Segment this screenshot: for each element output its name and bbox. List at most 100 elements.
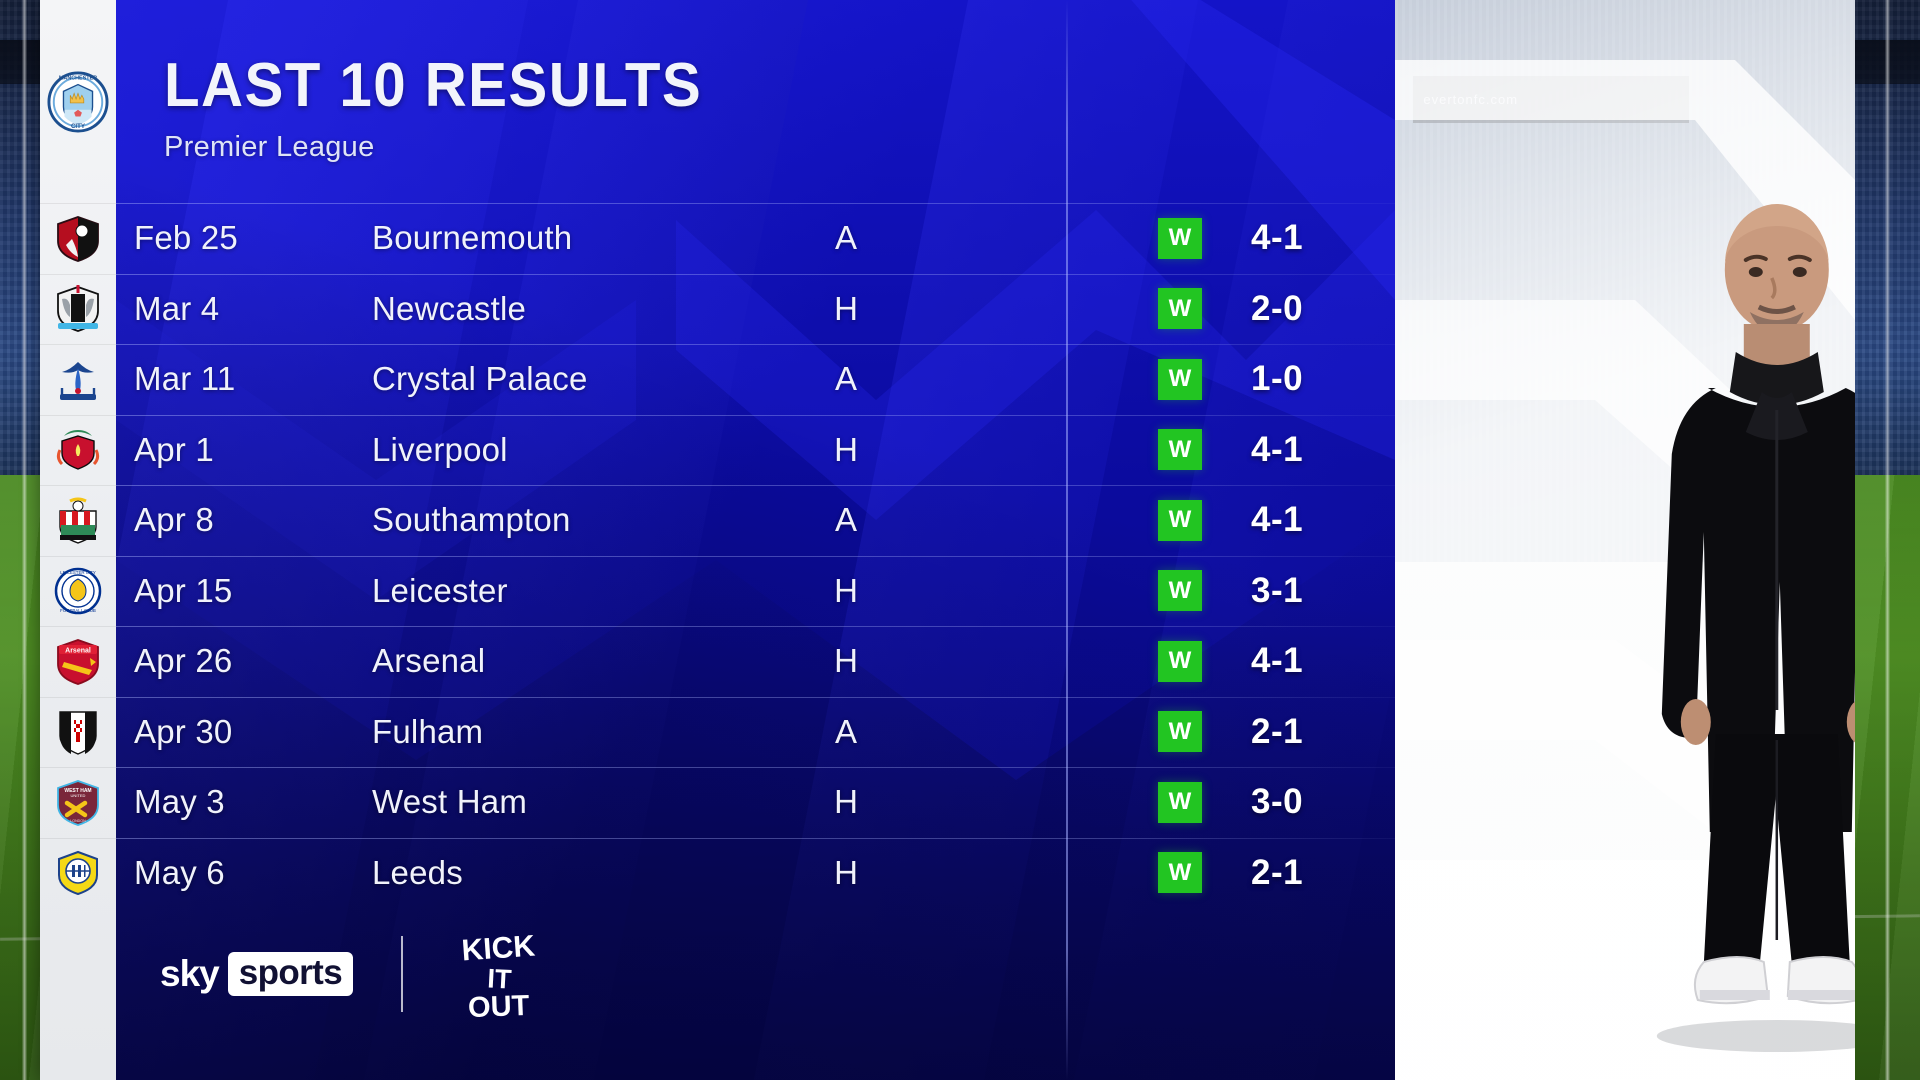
- row-score: 2-1: [1251, 711, 1304, 751]
- result-badge-win: W: [1158, 852, 1202, 894]
- row-venue: H: [834, 853, 858, 891]
- crest-fulham: [40, 696, 116, 768]
- row-separator: [116, 485, 1395, 486]
- result-badge-win: W: [1158, 288, 1202, 330]
- row-separator: [116, 273, 1395, 275]
- row-date: Mar 11: [134, 360, 236, 398]
- row-venue: H: [834, 783, 858, 821]
- row-separator: [116, 344, 1395, 345]
- page-subtitle: Premier League: [164, 131, 375, 163]
- row-separator: [116, 414, 1395, 416]
- row-result: W: [1158, 203, 1202, 274]
- result-badge-win: W: [1158, 570, 1202, 612]
- manager-photo-panel: evertonfc.com: [1395, 0, 1855, 1080]
- row-score: 3-0: [1251, 782, 1304, 822]
- kick-it-out-logo: KICK IT OUT: [451, 926, 547, 1024]
- table-row[interactable]: Apr 15 Leicester H W 3-1: [116, 555, 1395, 627]
- table-row[interactable]: May 6 Leeds H W 2-1: [116, 837, 1395, 909]
- row-opponent: Leicester: [372, 571, 508, 609]
- table-row[interactable]: Apr 1 Liverpool H W 4-1: [116, 414, 1395, 486]
- svg-text:FOOTBALL CLUB: FOOTBALL CLUB: [60, 608, 96, 613]
- column-divider: [1066, 0, 1068, 1080]
- row-date: Mar 4: [134, 289, 220, 327]
- row-score: 1-0: [1251, 359, 1304, 399]
- crest-crystal-palace: [40, 344, 116, 415]
- row-score: 4-1: [1251, 218, 1304, 258]
- sports-word: sports: [227, 951, 354, 997]
- crest-leicester: LEICESTER CITY FOOTBALL CLUB: [40, 555, 116, 627]
- table-row[interactable]: Feb 25 Bournemouth A W 4-1: [116, 203, 1395, 274]
- row-date: Apr 15: [134, 571, 233, 609]
- row-score: 4-1: [1251, 641, 1304, 681]
- table-row[interactable]: Apr 26 Arsenal H W 4-1: [116, 626, 1395, 697]
- row-date: Apr 26: [134, 642, 233, 680]
- crest-liverpool: [40, 414, 116, 486]
- table-row[interactable]: Apr 30 Fulham A W 2-1: [116, 696, 1395, 768]
- results-table: Feb 25 Bournemouth A W 4-1 Mar 4 Newcastle H W 2-…: [116, 203, 1395, 908]
- row-separator: [116, 696, 1395, 698]
- row-venue: A: [834, 712, 857, 750]
- crest-leeds: [40, 837, 116, 909]
- row-opponent: Newcastle: [372, 289, 527, 327]
- row-separator: [116, 837, 1395, 839]
- manager-cutout: [1656, 204, 1855, 1052]
- row-score: 3-1: [1251, 570, 1304, 610]
- result-badge-win: W: [1158, 781, 1202, 823]
- svg-text:Arsenal: Arsenal: [65, 647, 91, 654]
- result-badge-win: W: [1158, 711, 1202, 753]
- kio-line2: IT: [487, 963, 513, 994]
- page-title: LAST 10 RESULTS: [164, 51, 703, 120]
- svg-text:MANCHESTER: MANCHESTER: [59, 75, 97, 81]
- result-badge-win: W: [1158, 640, 1202, 682]
- row-opponent: Fulham: [372, 712, 484, 750]
- kio-line3: OUT: [468, 990, 531, 1022]
- svg-text:LONDON: LONDON: [70, 819, 86, 823]
- kio-line1: KICK: [461, 929, 537, 967]
- row-opponent: Leeds: [372, 853, 463, 891]
- row-score: 2-0: [1251, 288, 1304, 328]
- table-row[interactable]: Mar 11 Crystal Palace A W 1-0: [116, 344, 1395, 415]
- crest-arsenal: Arsenal: [40, 626, 116, 697]
- row-result: W: [1158, 767, 1202, 838]
- row-date: Apr 30: [134, 712, 233, 750]
- row-result: W: [1158, 485, 1202, 556]
- row-date: Apr 1: [134, 430, 214, 468]
- row-venue: A: [834, 360, 857, 398]
- result-badge-win: W: [1158, 499, 1202, 541]
- row-result: W: [1158, 274, 1202, 345]
- footer-divider: [401, 936, 404, 1012]
- row-result: W: [1158, 556, 1202, 627]
- row-result: W: [1158, 838, 1202, 909]
- row-opponent: Arsenal: [372, 642, 486, 680]
- row-score: 4-1: [1251, 500, 1304, 540]
- svg-text:WEST HAM: WEST HAM: [64, 788, 91, 794]
- table-row[interactable]: Mar 4 Newcastle H W 2-0: [116, 273, 1395, 345]
- row-venue: A: [834, 219, 857, 257]
- result-badge-win: W: [1158, 429, 1202, 471]
- svg-text:CITY: CITY: [71, 123, 86, 130]
- row-venue: A: [834, 501, 857, 539]
- crest-manchester-city: MANCHESTER CITY: [40, 0, 116, 203]
- row-separator: [116, 203, 1395, 204]
- svg-text:UNITED: UNITED: [71, 793, 86, 798]
- row-opponent: Crystal Palace: [372, 360, 588, 398]
- row-venue: H: [834, 430, 858, 468]
- row-opponent: Bournemouth: [372, 219, 573, 257]
- row-separator: [116, 626, 1395, 627]
- table-row[interactable]: May 3 West Ham H W 3-0: [116, 767, 1395, 838]
- sky-word: sky: [160, 953, 220, 994]
- row-score: 2-1: [1251, 852, 1304, 892]
- row-date: Apr 8: [134, 501, 214, 539]
- footer-logos: sky sports KICK IT OUT: [160, 926, 547, 1024]
- crest-bournemouth: [40, 203, 116, 274]
- row-result: W: [1158, 415, 1202, 486]
- seam-post-right: [1885, 0, 1890, 1080]
- svg-text:LEICESTER CITY: LEICESTER CITY: [60, 570, 96, 575]
- row-separator: [116, 767, 1395, 768]
- row-opponent: Liverpool: [372, 430, 508, 468]
- row-separator: [116, 555, 1395, 557]
- crest-newcastle: [40, 273, 116, 345]
- row-score: 4-1: [1251, 429, 1304, 469]
- table-row[interactable]: Apr 8 Southampton A W 4-1: [116, 485, 1395, 556]
